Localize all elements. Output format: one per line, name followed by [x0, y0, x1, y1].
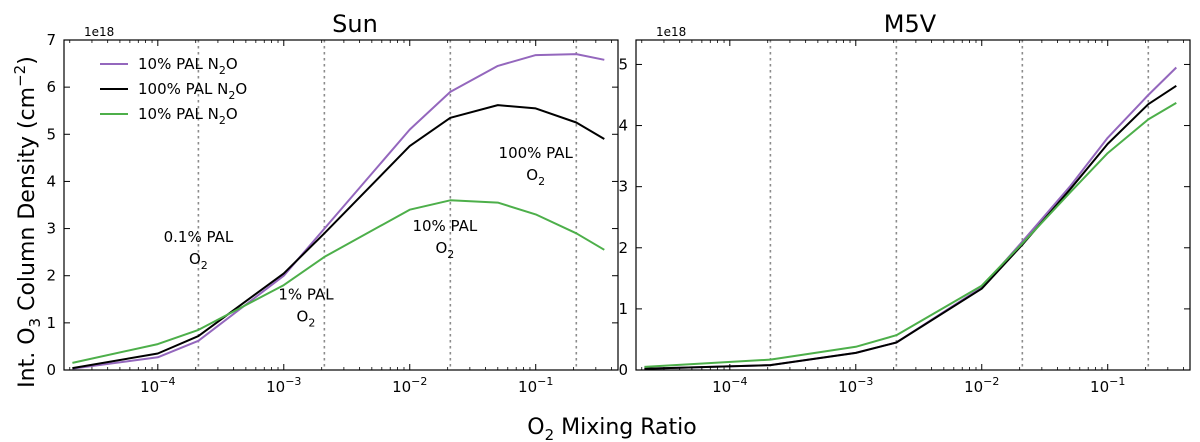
- y-tick-label: 1: [618, 300, 628, 318]
- legend-label-0: 10% PAL N2O: [138, 55, 238, 77]
- annotation-label: 100% PAL: [499, 144, 574, 162]
- y-axis-label: Int. O3 Column Density (cm−2): [11, 56, 44, 388]
- x-tick-label: 10−2: [964, 375, 999, 396]
- series-line-1: [72, 104, 605, 370]
- plot-frame: [635, 39, 1191, 371]
- y-tick-label: 6: [46, 78, 56, 96]
- y-tick-label: 3: [46, 220, 56, 238]
- annotation-o2: O2: [297, 307, 316, 329]
- annotation-o2: O2: [189, 250, 208, 272]
- y-tick-label: 4: [46, 172, 56, 190]
- y-tick-label: 1: [46, 314, 56, 332]
- legend-label-1: 100% PAL N2O: [138, 80, 247, 102]
- y-tick-label: 0: [618, 361, 628, 379]
- annotation-label: 10% PAL: [412, 217, 477, 235]
- series-line-0: [72, 53, 605, 370]
- legend: 10% PAL N2O 100% PAL N2O 10% PAL N2O: [100, 55, 247, 127]
- m5v-panel: M5V 1e18 0 1 2 3 4 5 10−4 10−3 10−2 10−1: [618, 10, 1191, 396]
- annotation-label: 0.1% PAL: [164, 228, 234, 246]
- x-tick-label: 10−3: [266, 375, 301, 396]
- y-tick-label: 4: [618, 117, 628, 135]
- series-line-2: [72, 199, 605, 364]
- y-tick-label: 5: [618, 55, 628, 73]
- x-tick-label: 10−1: [1090, 375, 1125, 396]
- y-tick-label: 7: [46, 31, 56, 49]
- series-line-2: [644, 102, 1177, 368]
- y-tick-label: 2: [618, 239, 628, 257]
- y-tick-label: 0: [46, 361, 56, 379]
- annotation-o2: O2: [435, 239, 454, 261]
- x-tick-label: 10−4: [140, 375, 175, 396]
- series-line-1: [644, 84, 1177, 370]
- sun-y-multiplier: 1e18: [84, 25, 114, 39]
- legend-label-2: 10% PAL N2O: [138, 105, 238, 127]
- x-tick-label: 10−2: [392, 375, 427, 396]
- sun-panel: Sun 1e18 0 1 2 3 4 5 6 7 10−4 10−3 10−2 10−1 0.1% PA…: [46, 10, 619, 396]
- y-tick-label: 2: [46, 267, 56, 285]
- x-tick-label: 10−4: [712, 375, 747, 396]
- annotation-o2: O2: [526, 166, 545, 188]
- y-tick-label: 5: [46, 125, 56, 143]
- series-line-0: [644, 66, 1178, 370]
- x-tick-label: 10−3: [838, 375, 873, 396]
- sun-title: Sun: [332, 10, 378, 38]
- x-axis-label: O2 Mixing Ratio: [527, 415, 696, 442]
- annotation-label: 1% PAL: [278, 285, 334, 303]
- plot-frame: [63, 39, 619, 371]
- m5v-title: M5V: [884, 10, 937, 38]
- y-tick-label: 3: [618, 178, 628, 196]
- m5v-y-multiplier: 1e18: [656, 25, 686, 39]
- x-tick-label: 10−1: [518, 375, 553, 396]
